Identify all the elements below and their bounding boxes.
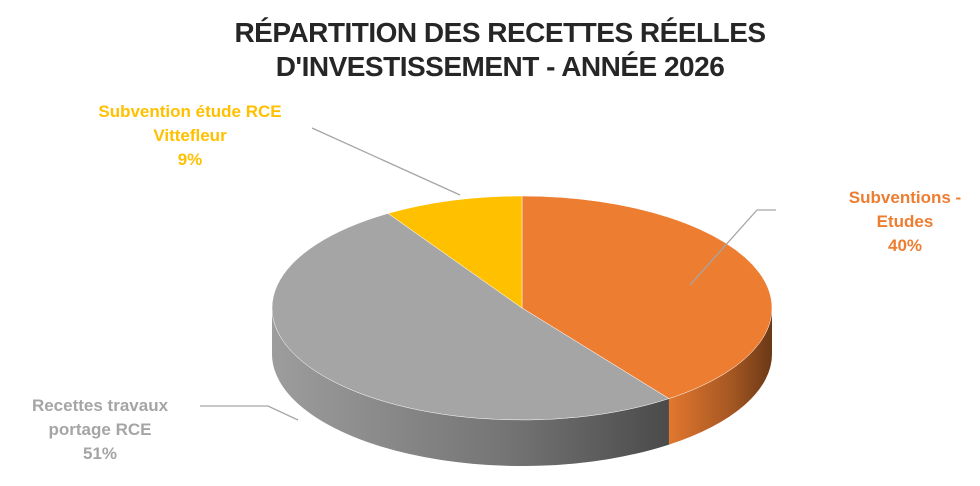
slice xyxy=(521,195,773,399)
chart-title: RÉPARTITION DES RECETTES RÉELLES D'INVES… xyxy=(234,17,766,82)
slice xyxy=(387,195,523,309)
data-label-value: 9% xyxy=(177,150,203,169)
data-label-name: Subventions - Etudes xyxy=(848,188,962,231)
data-label-name: Subvention étude RCE Vittefleur xyxy=(98,102,282,145)
leader-line xyxy=(200,405,299,421)
data-label-value: 51% xyxy=(82,444,118,463)
leader-line xyxy=(689,209,776,286)
leader-line xyxy=(311,127,461,196)
slice-side-shade xyxy=(272,308,669,466)
data-label-value: 40% xyxy=(887,236,923,255)
data-label-name: Recettes travaux portage RCE xyxy=(31,396,169,439)
slice xyxy=(271,213,670,421)
